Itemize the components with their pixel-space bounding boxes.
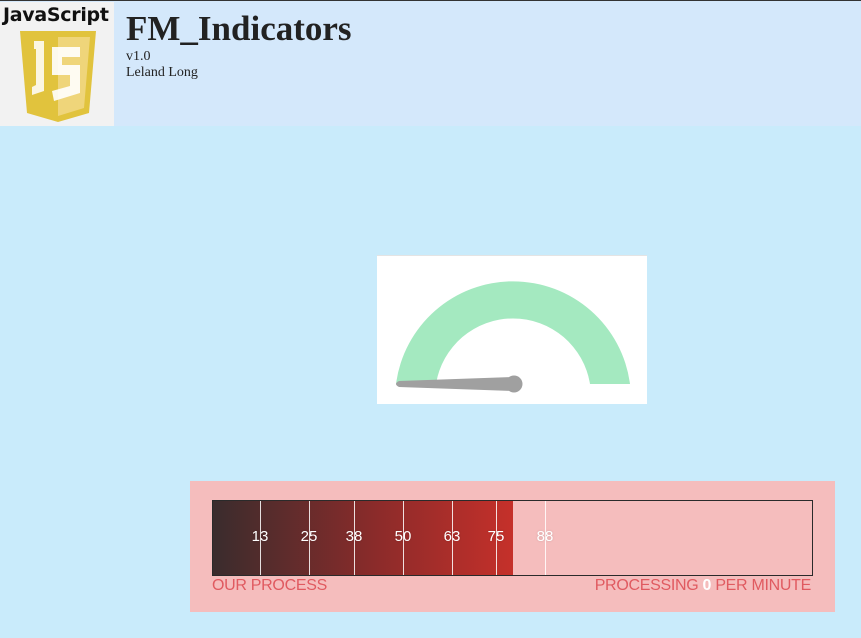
rate-label: PROCESSING 0 PER MINUTE xyxy=(594,577,812,595)
progress-panel: 13 25 38 50 63 75 88 OUR PROCESS PROCESSING 0 … xyxy=(190,481,835,612)
app-header: JavaScript FM_Indicators v1.0 Leland Lon… xyxy=(0,0,861,126)
progress-fill xyxy=(213,501,513,575)
tick-label: 38 xyxy=(345,528,363,545)
gauge-indicator xyxy=(377,255,647,404)
tick-label: 25 xyxy=(300,528,318,545)
gauge-needle xyxy=(396,375,523,393)
rate-value: 0 xyxy=(702,577,712,594)
gauge-arc xyxy=(396,281,630,384)
tick-line xyxy=(496,501,497,575)
tick-label: 88 xyxy=(536,528,554,545)
tick-line xyxy=(309,501,310,575)
logo-text: JavaScript xyxy=(3,4,109,26)
javascript-logo: JavaScript xyxy=(0,2,114,126)
tick-label: 75 xyxy=(487,528,505,545)
progress-track: 13 25 38 50 63 75 88 xyxy=(212,500,813,576)
version-text: v1.0 xyxy=(126,49,151,64)
page-title: FM_Indicators xyxy=(126,9,352,48)
rate-prefix: PROCESSING xyxy=(594,577,699,594)
tick-label: 63 xyxy=(443,528,461,545)
author-text: Leland Long xyxy=(126,65,198,80)
tick-line xyxy=(260,501,261,575)
tick-line xyxy=(403,501,404,575)
tick-label: 50 xyxy=(394,528,412,545)
tick-line xyxy=(545,501,546,575)
tick-label: 13 xyxy=(251,528,269,545)
js-shield-icon xyxy=(20,31,96,122)
tick-line xyxy=(354,501,355,575)
process-label: OUR PROCESS xyxy=(212,577,327,594)
tick-line xyxy=(452,501,453,575)
rate-suffix: PER MINUTE xyxy=(715,577,811,594)
